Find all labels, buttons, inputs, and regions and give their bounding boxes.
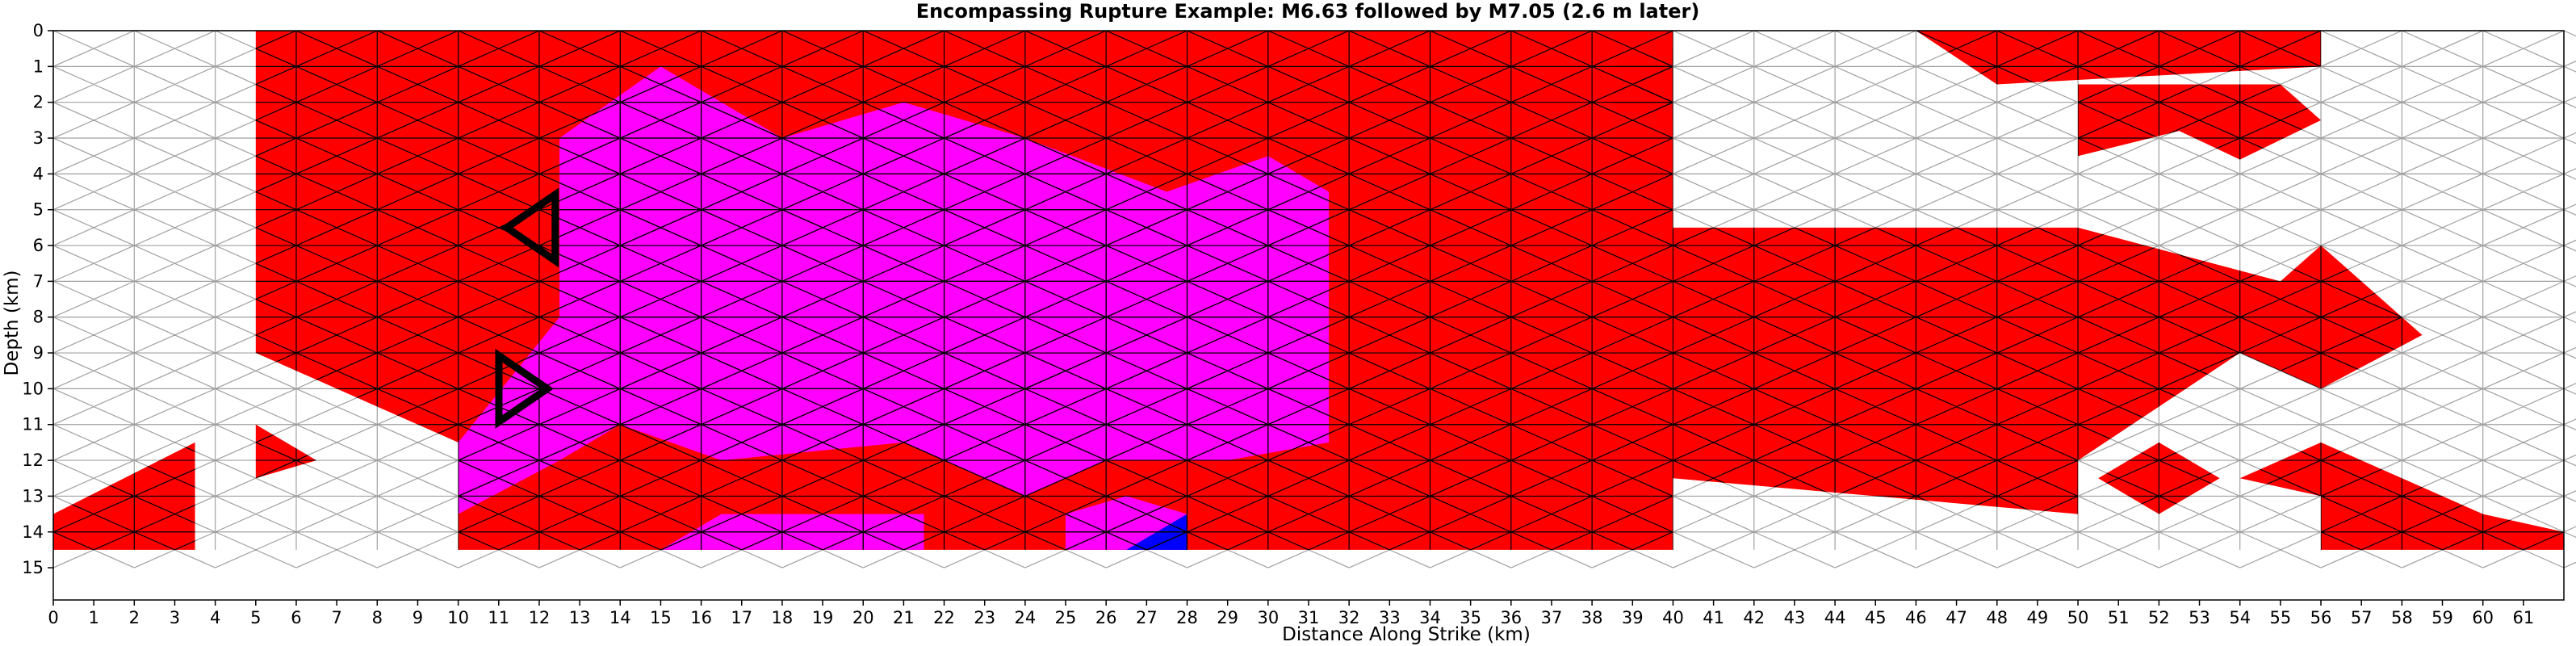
x-tick-label-28: 28 [1176,608,1198,627]
x-tick-label-31: 31 [1298,608,1320,627]
region-second-rupture-10 [458,66,1330,514]
x-tick-label-8: 8 [372,608,383,627]
x-tick-label-29: 29 [1217,608,1238,627]
x-tick-label-16: 16 [690,608,712,627]
region-first-rupture-3 [2078,84,2322,160]
x-tick-label-34: 34 [1419,608,1441,627]
x-tick-label-30: 30 [1257,608,1279,627]
y-tick-label-9: 9 [33,343,44,363]
x-tick-label-59: 59 [2431,608,2453,627]
x-tick-label-14: 14 [609,608,631,627]
x-axis-ticks: 0 1 2 3 4 5 6 7 8 9 10 11 12 13 14 15 16 17 18 19 20 21 22 23 24… [48,600,2534,627]
y-tick-label-6: 6 [33,236,44,255]
hypocenter-markers [495,187,559,429]
x-tick-label-46: 46 [1905,608,1927,627]
plot-area [52,30,2576,568]
x-tick-label-56: 56 [2310,608,2332,627]
y-tick-label-3: 3 [33,128,44,148]
x-tick-label-17: 17 [731,608,752,627]
x-tick-label-2: 2 [129,608,140,627]
x-tick-label-15: 15 [650,608,672,627]
region-first-rupture-2 [1916,31,2322,85]
x-tick-label-22: 22 [933,608,955,627]
x-tick-label-25: 25 [1055,608,1077,627]
x-tick-label-4: 4 [210,608,220,627]
x-tick-label-10: 10 [447,608,469,627]
region-first-rupture-6 [255,424,317,479]
x-tick-label-55: 55 [2270,608,2292,627]
x-tick-label-3: 3 [170,608,180,627]
x-tick-label-0: 0 [48,608,58,627]
region-first-rupture-4 [2078,227,2423,461]
x-tick-label-1: 1 [88,608,98,627]
y-tick-label-11: 11 [22,415,44,434]
hypocenter-marker-0 [500,187,559,268]
x-tick-label-24: 24 [1015,608,1037,627]
region-edges-1 [1673,227,2079,514]
y-tick-label-14: 14 [22,522,44,542]
x-tick-label-61: 61 [2512,608,2534,627]
x-tick-label-50: 50 [2067,608,2089,627]
x-tick-label-43: 43 [1784,608,1806,627]
y-axis-label: Depth (km) [2,270,23,375]
x-tick-label-52: 52 [2148,608,2170,627]
y-tick-label-4: 4 [33,164,44,183]
x-tick-label-9: 9 [413,608,423,627]
x-tick-label-57: 57 [2351,608,2373,627]
x-tick-label-32: 32 [1338,608,1360,627]
x-tick-label-53: 53 [2189,608,2210,627]
x-tick-label-38: 38 [1581,608,1603,627]
x-axis-label: Distance Along Strike (km) [1282,624,1531,645]
x-tick-label-48: 48 [1986,608,2008,627]
x-tick-label-21: 21 [893,608,915,627]
y-tick-label-2: 2 [33,93,44,112]
chart-title: Encompassing Rupture Example: M6.63 foll… [916,0,1700,23]
x-tick-label-47: 47 [1946,608,1967,627]
y-tick-label-1: 1 [33,57,44,76]
x-tick-label-35: 35 [1460,608,1481,627]
x-tick-label-41: 41 [1703,608,1724,627]
x-tick-label-49: 49 [2027,608,2049,627]
x-tick-label-60: 60 [2472,608,2494,627]
x-tick-label-54: 54 [2229,608,2251,627]
y-tick-label-15: 15 [22,558,44,577]
y-tick-label-10: 10 [22,379,44,398]
x-tick-label-42: 42 [1743,608,1765,627]
x-tick-label-13: 13 [569,608,591,627]
x-tick-label-37: 37 [1541,608,1563,627]
x-tick-label-27: 27 [1136,608,1158,627]
x-tick-label-26: 26 [1095,608,1117,627]
x-tick-label-20: 20 [852,608,874,627]
x-tick-label-39: 39 [1622,608,1644,627]
x-tick-label-40: 40 [1662,608,1684,627]
region-edges-10 [458,66,1330,514]
x-tick-label-11: 11 [488,608,509,627]
x-tick-label-58: 58 [2391,608,2413,627]
x-tick-label-19: 19 [812,608,834,627]
x-tick-label-33: 33 [1379,608,1401,627]
x-tick-label-18: 18 [772,608,794,627]
x-tick-label-45: 45 [1865,608,1887,627]
hypocenter-marker-1 [495,348,554,429]
y-tick-label-0: 0 [33,21,44,40]
x-tick-label-7: 7 [331,608,341,627]
x-tick-label-12: 12 [529,608,551,627]
x-tick-label-23: 23 [974,608,995,627]
x-tick-label-36: 36 [1500,608,1522,627]
y-tick-label-13: 13 [22,486,44,505]
y-tick-label-8: 8 [33,308,44,327]
x-tick-label-6: 6 [291,608,301,627]
y-tick-label-5: 5 [33,200,44,220]
x-tick-label-51: 51 [2108,608,2130,627]
x-tick-label-5: 5 [250,608,261,627]
y-tick-label-7: 7 [33,271,44,291]
y-tick-label-12: 12 [22,451,44,470]
x-tick-label-44: 44 [1824,608,1846,627]
